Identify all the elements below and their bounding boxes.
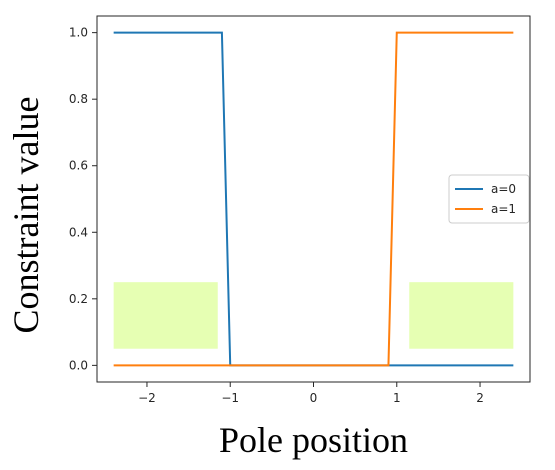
y-tick-label: 0.0 — [69, 358, 88, 372]
x-tick-label: 0 — [310, 391, 318, 405]
series-lines — [113, 31, 514, 367]
x-axis-label: Pole position — [219, 420, 408, 460]
legend: a=0a=1 — [448, 174, 530, 224]
legend-label: a=0 — [491, 182, 516, 196]
shaded-region-2 — [409, 282, 514, 349]
legend-label: a=1 — [491, 202, 516, 216]
legend-box — [448, 174, 530, 224]
y-tick-label: 1.0 — [69, 26, 88, 40]
x-tick-label: −1 — [221, 391, 239, 405]
x-tick-label: 2 — [476, 391, 484, 405]
y-axis-label: Constraint value — [6, 97, 46, 334]
x-tick-label: 1 — [393, 391, 401, 405]
y-axis: 0.0 0.2 0.4 0.6 0.8 1.0 — [69, 26, 97, 372]
x-tick-label: −2 — [138, 391, 156, 405]
shaded-regions — [113, 282, 514, 349]
series-line-a=1 — [113, 31, 514, 367]
y-tick-label: 0.2 — [69, 292, 88, 306]
y-tick-label: 0.4 — [69, 225, 88, 239]
y-tick-label: 0.8 — [69, 92, 88, 106]
y-tick-label: 0.6 — [69, 159, 88, 173]
x-axis: −2 −1 0 1 2 — [138, 382, 484, 405]
shaded-region-1 — [113, 282, 218, 349]
